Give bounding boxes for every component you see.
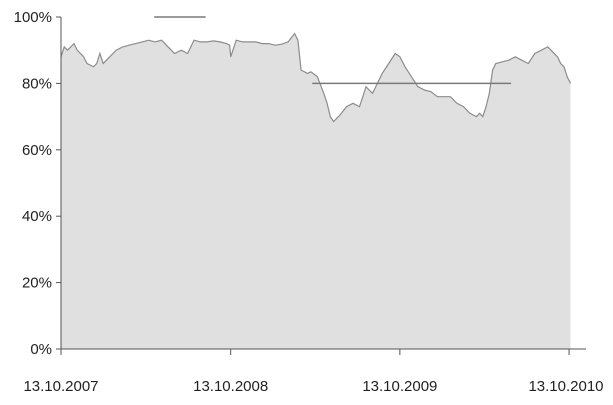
- y-tick-label: 40%: [22, 208, 52, 225]
- x-tick-label: 13.10.2008: [193, 378, 268, 395]
- reference-lines: [154, 16, 512, 85]
- x-tick-label: 13.10.2009: [362, 378, 437, 395]
- y-tick-label: 0%: [30, 341, 52, 358]
- x-tick-marks: [60, 349, 570, 355]
- x-tick-label: 13.10.2007: [23, 378, 98, 395]
- y-tick-label: 100%: [14, 9, 52, 26]
- y-tick-label: 80%: [22, 75, 52, 92]
- series-area-fill: [61, 33, 571, 349]
- plot-area: [60, 16, 572, 349]
- y-tick-label: 60%: [22, 142, 52, 159]
- x-tick-labels: 13.10.2007 13.10.2008 13.10.2009 13.10.2010: [23, 378, 603, 395]
- y-tick-marks: [56, 16, 61, 350]
- series-line: [60, 32, 572, 123]
- y-tick-label: 20%: [22, 275, 52, 292]
- x-tick-label: 13.10.2010: [528, 378, 603, 395]
- y-tick-labels: 0% 20% 40% 60% 80% 100%: [14, 9, 52, 358]
